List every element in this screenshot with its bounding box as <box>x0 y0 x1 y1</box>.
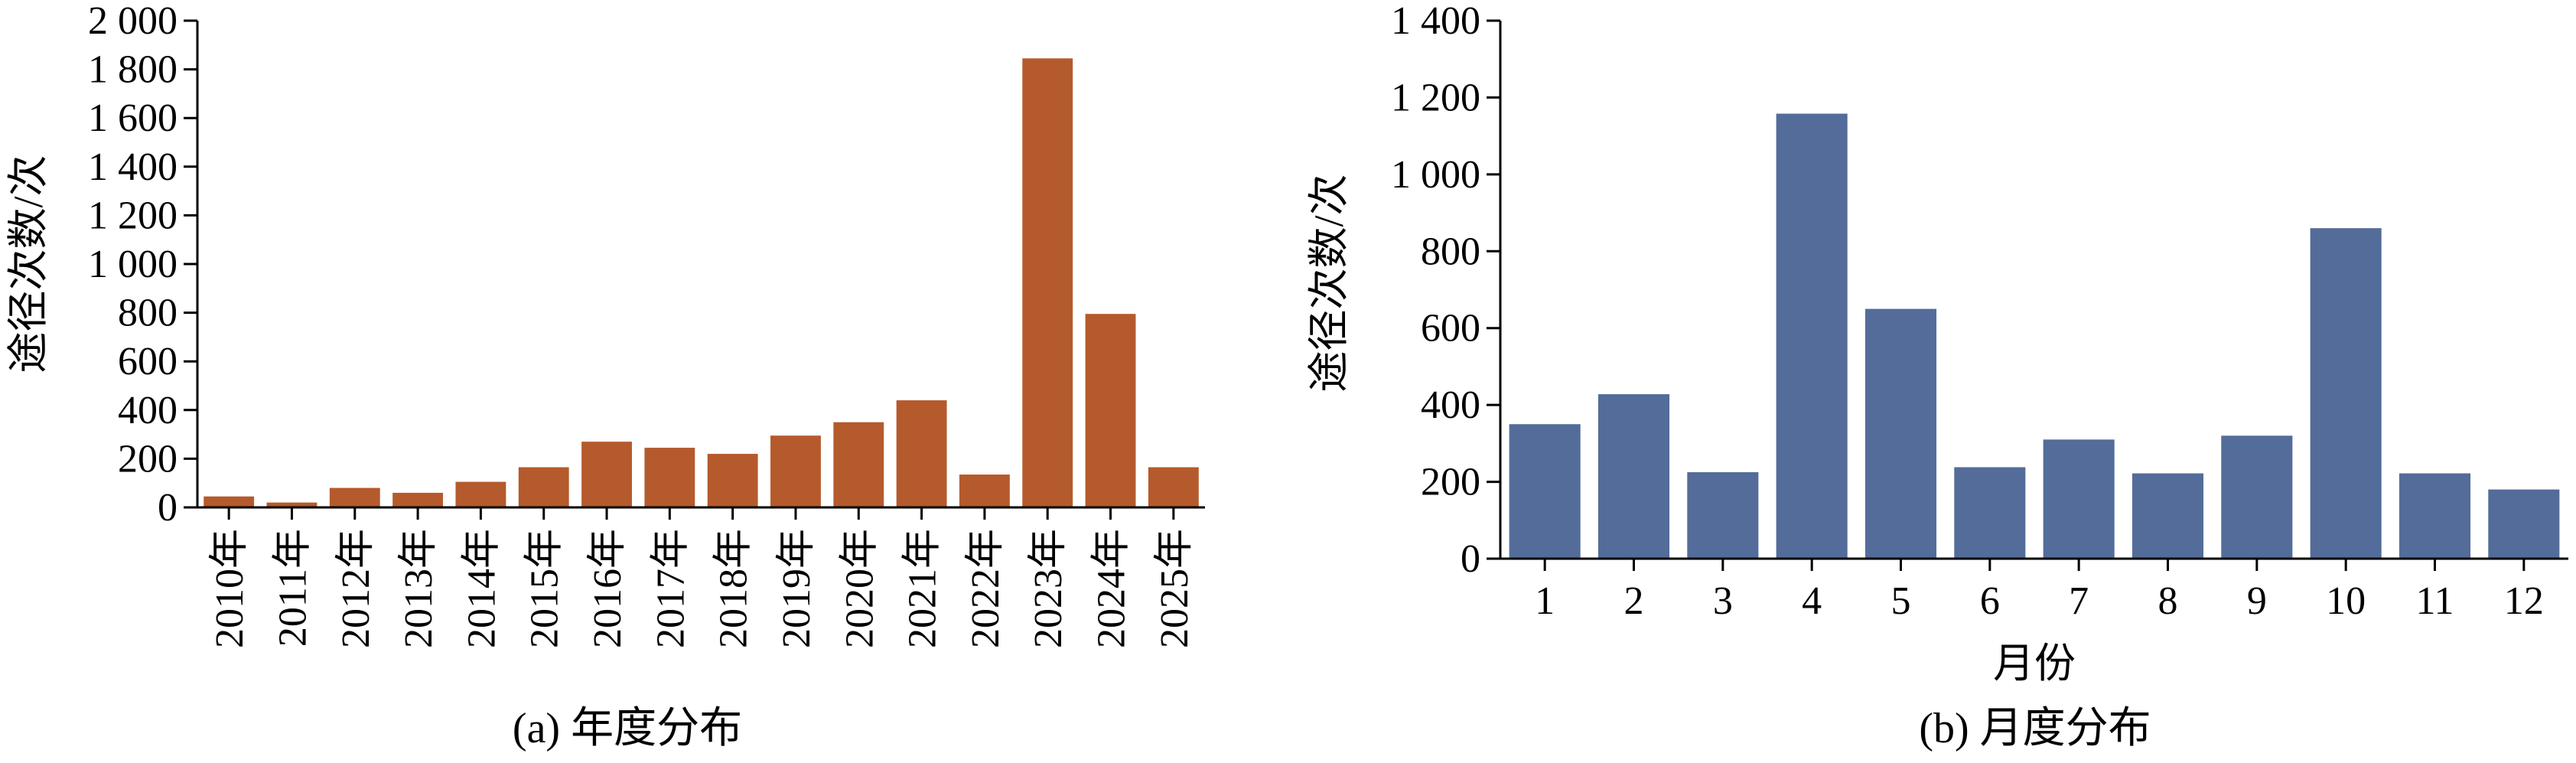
y-tick-label: 400 <box>118 389 177 432</box>
x-tick-label: 11 <box>2415 579 2454 623</box>
bar <box>2310 228 2382 559</box>
bar <box>1864 308 1937 559</box>
y-tick-label: 0 <box>158 486 177 530</box>
x-tick-label: 4 <box>1802 579 1822 623</box>
x-axis-ticks: 1 2 3 4 5 6 7 8 9 10 11 12 <box>1535 559 2544 623</box>
y-tick-label: 1 000 <box>88 243 177 286</box>
x-tick-label: 2020年 <box>838 529 881 648</box>
x-tick-label: 3 <box>1713 579 1733 623</box>
bar <box>1148 467 1199 507</box>
bar <box>644 448 695 507</box>
y-tick-label: 600 <box>118 340 177 383</box>
x-tick-label: 2 <box>1624 579 1644 623</box>
bar <box>455 481 506 507</box>
x-tick-label: 2016年 <box>586 529 630 648</box>
y-tick-label: 1 400 <box>88 145 177 189</box>
bar <box>1085 314 1136 507</box>
x-tick-label: 2010年 <box>208 529 252 648</box>
y-tick-label: 1 600 <box>88 96 177 140</box>
bar <box>329 487 380 507</box>
y-tick-label: 2 000 <box>88 0 177 43</box>
y-tick-label: 1 000 <box>1391 153 1480 197</box>
bars-group <box>204 58 1199 508</box>
bar <box>392 492 444 507</box>
x-tick-label: 2018年 <box>712 529 756 648</box>
x-tick-label: 2013年 <box>397 529 441 648</box>
x-tick-label: 2011年 <box>271 529 314 647</box>
bar <box>2131 473 2204 559</box>
bar <box>707 454 758 507</box>
x-tick-label: 1 <box>1535 579 1555 623</box>
x-tick-label: 8 <box>2158 579 2178 623</box>
x-tick-label: 2023年 <box>1027 529 1070 648</box>
bar <box>1954 467 2026 559</box>
bar <box>833 422 884 507</box>
bar <box>518 467 569 507</box>
bar <box>266 502 318 507</box>
bar <box>2221 435 2293 559</box>
x-tick-label: 6 <box>1980 579 2000 623</box>
x-tick-label: 2012年 <box>334 529 378 648</box>
chart-caption: (a) 年度分布 <box>513 705 742 752</box>
y-tick-label: 1 200 <box>1391 76 1480 119</box>
bar <box>1022 58 1073 508</box>
y-tick-label: 400 <box>1421 383 1480 427</box>
x-tick-label: 2017年 <box>649 529 692 648</box>
y-tick-label: 1 800 <box>88 48 177 92</box>
y-tick-label: 0 <box>1461 537 1480 581</box>
y-tick-label: 800 <box>1421 230 1480 273</box>
x-tick-label: 10 <box>2326 579 2366 623</box>
y-axis-title: 途径次数/次 <box>1306 174 1352 392</box>
bar <box>204 496 255 507</box>
bar <box>581 442 632 507</box>
bar <box>959 474 1010 507</box>
bar <box>1597 394 1670 559</box>
bars-group <box>1509 113 2560 559</box>
bar <box>2488 489 2560 559</box>
bar <box>2399 473 2471 559</box>
x-tick-label: 2024年 <box>1090 529 1134 648</box>
y-tick-label: 800 <box>118 292 177 335</box>
chart-caption: (b) 月度分布 <box>1919 705 2151 752</box>
y-axis-ticks: 0 200 400 600 800 1 000 1 200 1 400 <box>1391 0 1500 581</box>
x-tick-label: 2022年 <box>964 529 1008 648</box>
bar <box>770 435 821 507</box>
bar <box>896 400 947 507</box>
bar <box>2043 439 2115 559</box>
x-tick-label: 2021年 <box>901 529 945 648</box>
y-axis-title: 途径次数/次 <box>5 155 51 373</box>
x-axis-ticks: 2010年 2011年 2012年 2013年 2014年 2015年 2016年 2017年… <box>208 507 1197 648</box>
y-tick-label: 1 400 <box>1391 0 1480 43</box>
x-tick-label: 2019年 <box>775 529 819 648</box>
x-axis-title: 月份 <box>1993 641 2076 686</box>
bar <box>1776 113 1848 559</box>
x-tick-label: 7 <box>2069 579 2089 623</box>
x-tick-label: 12 <box>2504 579 2544 623</box>
bar <box>1687 472 1759 559</box>
bar <box>1509 424 1581 559</box>
y-tick-label: 1 200 <box>88 194 177 237</box>
x-tick-label: 2015年 <box>523 529 567 648</box>
x-tick-label: 2025年 <box>1153 529 1197 648</box>
x-tick-label: 2014年 <box>460 529 503 648</box>
y-tick-label: 200 <box>118 437 177 481</box>
y-tick-label: 600 <box>1421 307 1480 351</box>
x-tick-label: 9 <box>2247 579 2267 623</box>
y-tick-label: 200 <box>1421 461 1480 504</box>
x-tick-label: 5 <box>1891 579 1911 623</box>
